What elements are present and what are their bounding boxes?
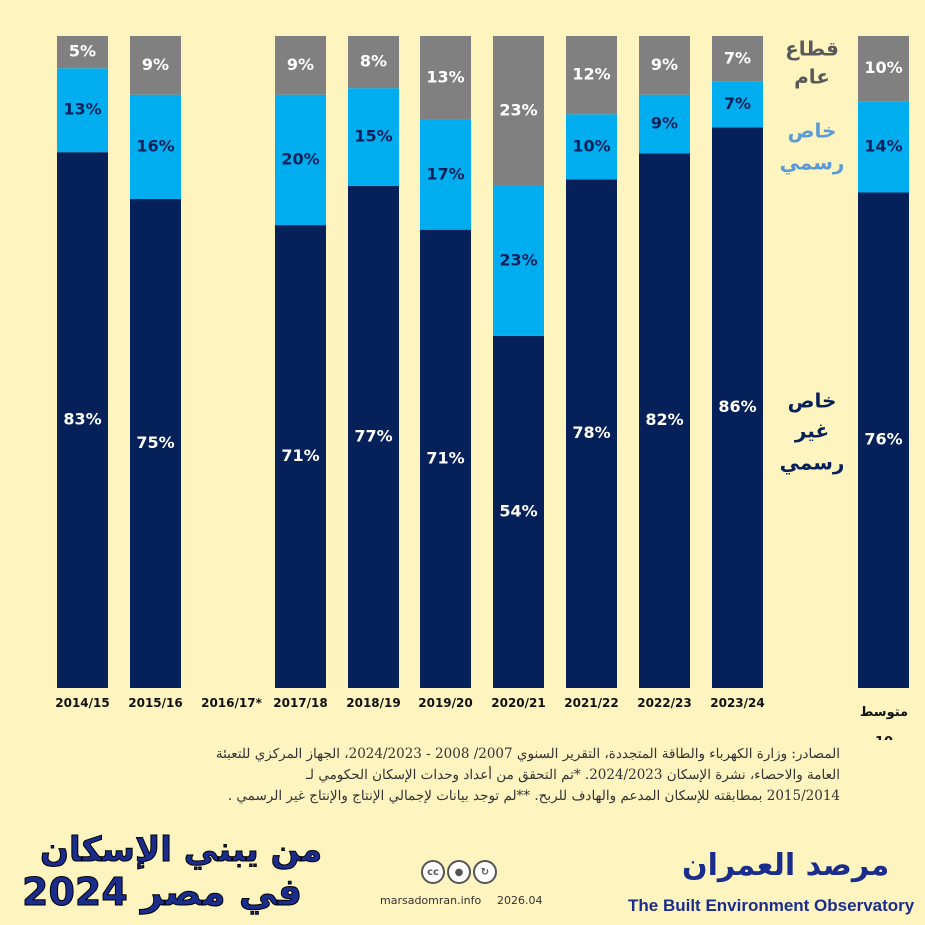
x-tick-label-9: 2023/24 — [710, 696, 764, 710]
bar-label-2-6: 23% — [499, 100, 537, 119]
bar-label-1-3: 20% — [281, 149, 319, 168]
bar-bar-0-3 — [275, 225, 326, 688]
bar-label-1-9: 7% — [724, 94, 751, 113]
bar-label-1-7: 10% — [572, 136, 610, 155]
title-line-2: في مصر 2024 — [21, 870, 303, 915]
bar-bar-0-1 — [130, 199, 181, 688]
sources-note: المصادر: وزارة الكهرباء والطاقة المتجددة… — [25, 744, 840, 807]
bar-label-0-8: 82% — [645, 410, 683, 429]
x-tick-label-3: 2017/18 — [273, 696, 327, 710]
bar-bar-0-0 — [57, 152, 108, 689]
avg-bar-0-avg — [858, 192, 909, 689]
sources-line-3: 2015/2014 بمطابقته للإسكان المدعم والهاد… — [227, 788, 840, 804]
avg-label-line-0: متوسط — [860, 705, 908, 720]
x-tick-label-8: 2022/23 — [637, 696, 691, 710]
bar-bar-1-3 — [275, 94, 326, 226]
bar-label-2-1: 9% — [142, 55, 169, 74]
x-tick-label-6: 2020/21 — [491, 696, 545, 710]
bar-label-2-8: 9% — [651, 55, 678, 74]
bar-bar-2-5 — [420, 36, 471, 120]
avg-label-2-avg: 10% — [864, 58, 902, 77]
bar-label-2-0: 5% — [69, 42, 96, 61]
bar-label-0-3: 71% — [281, 446, 319, 465]
bar-bar-2-6 — [493, 36, 544, 186]
avg-label-0-avg: 76% — [864, 430, 902, 449]
bar-bar-1-5 — [420, 119, 471, 230]
bar-label-1-5: 17% — [426, 164, 464, 183]
bar-label-2-5: 13% — [426, 67, 464, 86]
legend-formal-0: خاص — [788, 119, 837, 143]
x-tick-label-2: 2016/17* — [201, 696, 262, 710]
bar-bar-1-6 — [493, 185, 544, 336]
bar-label-2-4: 8% — [360, 52, 387, 71]
bar-bar-2-8 — [639, 36, 690, 95]
bar-label-1-4: 15% — [354, 127, 392, 146]
bar-bar-0-7 — [566, 179, 617, 688]
bar-bar-1-8 — [639, 94, 690, 154]
bar-label-1-6: 23% — [499, 250, 537, 269]
website-label: marsadomran.info — [380, 894, 482, 907]
avg-bar-1-avg — [858, 101, 909, 193]
bar-label-0-7: 78% — [572, 423, 610, 442]
title-line-1: من يبني الإسكان — [39, 830, 323, 871]
bar-bar-2-9 — [712, 36, 763, 82]
legend-public-0: قطاع — [785, 37, 839, 61]
stacked-bar-chart: 83% 13% 5% 2014/15 75% 16% 9% 2015/16 2016/17* 71… — [55, 36, 909, 740]
bar-bar-1-9 — [712, 81, 763, 128]
bar-bar-2-1 — [130, 36, 181, 95]
bar-label-0-0: 83% — [63, 410, 101, 429]
bar-bar-0-5 — [420, 229, 471, 688]
bar-label-0-5: 71% — [426, 448, 464, 467]
sa-icon: ↻ — [473, 860, 497, 884]
bar-label-0-9: 86% — [718, 397, 756, 416]
bar-bar-0-6 — [493, 335, 544, 688]
x-tick-label-5: 2019/20 — [418, 696, 472, 710]
bar-label-2-3: 9% — [287, 55, 314, 74]
x-tick-label-4: 2018/19 — [346, 696, 400, 710]
x-tick-label-1: 2015/16 — [128, 696, 182, 710]
by-icon: ● — [447, 860, 471, 884]
legend-informal-2: رسمي — [780, 451, 845, 476]
bar-label-0-4: 77% — [354, 426, 392, 445]
legend-informal-0: خاص — [788, 389, 837, 413]
bar-bar-0-4 — [348, 185, 399, 688]
bar-bar-2-0 — [57, 36, 108, 69]
avg-label-line-1: 10 — [875, 735, 893, 740]
legend-informal-1: غير — [794, 419, 829, 443]
bar-bar-1-0 — [57, 68, 108, 153]
cc-icon: cc — [421, 860, 445, 884]
license-icons: cc ● ↻ — [421, 860, 497, 884]
org-name-english: The Built Environment Observatory — [628, 896, 915, 915]
bar-bar-1-4 — [348, 88, 399, 186]
bar-label-1-0: 13% — [63, 100, 101, 119]
bar-bar-1-1 — [130, 94, 181, 199]
avg-label-1-avg: 14% — [864, 136, 902, 155]
bar-label-0-6: 54% — [499, 501, 537, 520]
bar-bar-2-3 — [275, 36, 326, 95]
org-name-arabic: مرصد العمران — [682, 848, 890, 883]
sources-line-1: المصادر: وزارة الكهرباء والطاقة المتجددة… — [215, 746, 840, 762]
bar-label-2-7: 12% — [572, 65, 610, 84]
legend-public-1: عام — [794, 65, 830, 89]
avg-bar-2-avg — [858, 36, 909, 102]
bar-bar-2-7 — [566, 36, 617, 115]
bar-bar-2-4 — [348, 36, 399, 89]
bar-label-1-1: 16% — [136, 136, 174, 155]
bar-label-2-9: 7% — [724, 48, 751, 67]
x-tick-label-0: 2014/15 — [55, 696, 109, 710]
sources-line-2: العامة والاحصاء، نشرة الإسكان 2024/2023.… — [305, 767, 840, 783]
date-label: 2026.04 — [497, 894, 543, 907]
bar-label-1-8: 9% — [651, 114, 678, 133]
bar-bar-0-8 — [639, 153, 690, 689]
bar-bar-1-7 — [566, 114, 617, 180]
bar-bar-0-9 — [712, 127, 763, 688]
bar-label-0-1: 75% — [136, 433, 174, 452]
x-tick-label-7: 2021/22 — [564, 696, 618, 710]
legend-formal-1: رسمي — [780, 151, 845, 176]
